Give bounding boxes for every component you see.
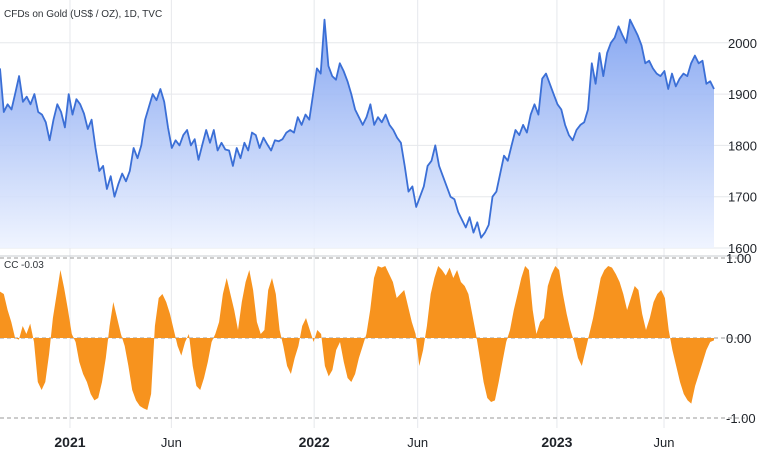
price-tick-label: 2000: [728, 36, 757, 51]
time-tick-label: 2023: [541, 434, 572, 450]
price-tick-label: 1800: [728, 138, 757, 153]
time-tick-label: Jun: [407, 435, 428, 450]
price-series-line: [0, 18, 715, 239]
indicator-name: CC: [4, 260, 18, 271]
price-area: [0, 18, 715, 249]
price-tick-label: 1600: [728, 241, 757, 256]
cc-axis: 1.00 0.00 -1.00: [726, 251, 756, 426]
time-tick-label: 2022: [299, 434, 330, 450]
cc-tick-label: 0.00: [726, 331, 751, 346]
time-tick-label: Jun: [654, 435, 675, 450]
cc-tick-label: 1.00: [726, 251, 751, 266]
price-axis: 2000 1900 1800 1700 1600: [728, 36, 757, 256]
cc-area-fill: [0, 266, 714, 410]
time-tick-label: 2021: [54, 434, 85, 450]
price-tick-label: 1900: [728, 87, 757, 102]
symbol-label: CFDs on Gold (US$ / OZ), 1D, TVC: [4, 9, 162, 20]
time-axis: 2021 Jun 2022 Jun 2023 Jun: [54, 434, 674, 450]
cc-tick-label: -1.00: [726, 411, 756, 426]
price-tick-label: 1700: [728, 190, 757, 205]
indicator-value: -0.03: [21, 260, 44, 271]
price-area-fill: [0, 19, 714, 249]
cc-area: [0, 266, 714, 410]
time-tick-label: Jun: [161, 435, 182, 450]
